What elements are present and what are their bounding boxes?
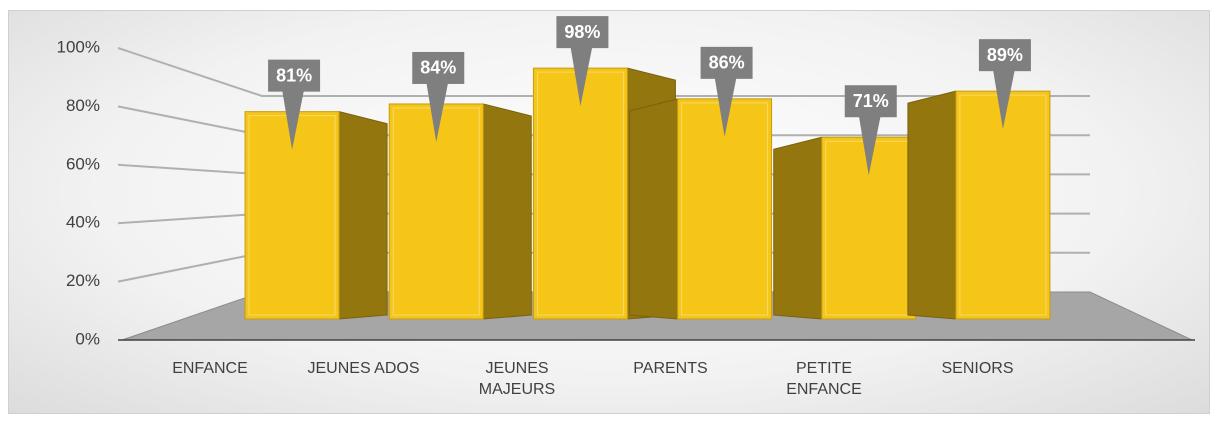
- value-label: 84%: [420, 58, 456, 78]
- label-box: [844, 85, 897, 118]
- bar-side: [482, 103, 532, 320]
- bar: 84%: [388, 51, 532, 320]
- label-pointer: [992, 69, 1015, 130]
- label-pointer: [714, 76, 737, 137]
- y-tick-label: 0%: [75, 329, 100, 348]
- bar-side: [629, 98, 679, 320]
- y-tick-label: 20%: [66, 271, 100, 290]
- value-label: 86%: [709, 53, 745, 73]
- x-tick-label: JEUNES ADOS: [307, 360, 420, 377]
- grid-line: [117, 47, 1090, 97]
- bar-side: [907, 90, 957, 320]
- label-box: [268, 59, 321, 92]
- y-tick-label: 80%: [66, 96, 100, 115]
- x-tick-label: SENIORS: [941, 360, 1014, 377]
- value-label: 89%: [987, 45, 1023, 65]
- label-pointer: [570, 46, 593, 107]
- bar: 81%: [244, 59, 388, 320]
- bar-side: [338, 110, 388, 320]
- label-pointer: [426, 81, 449, 142]
- bar: 86%: [629, 46, 773, 320]
- bar-front: [532, 67, 628, 320]
- y-tick-label: 100%: [57, 37, 100, 56]
- label-box: [556, 16, 609, 49]
- x-tick-label: PETITE ENFANCE: [786, 360, 862, 398]
- label-box: [978, 39, 1031, 72]
- label-box: [412, 51, 465, 84]
- value-label: 98%: [564, 22, 600, 42]
- label-pointer: [858, 115, 881, 176]
- bar: 71%: [773, 85, 917, 320]
- value-label: 81%: [276, 65, 312, 85]
- value-label: 71%: [853, 91, 889, 111]
- y-tick-label: 40%: [66, 213, 100, 232]
- x-tick-label: ENFANCE: [172, 360, 248, 377]
- x-tick-label: JEUNES MAJEURS: [478, 360, 556, 398]
- x-tick-label: PARENTS: [633, 360, 708, 377]
- label-pointer: [282, 89, 305, 150]
- bar: 89%: [907, 39, 1051, 320]
- label-box: [700, 46, 753, 79]
- y-tick-label: 60%: [66, 154, 100, 173]
- bar-side: [773, 136, 823, 320]
